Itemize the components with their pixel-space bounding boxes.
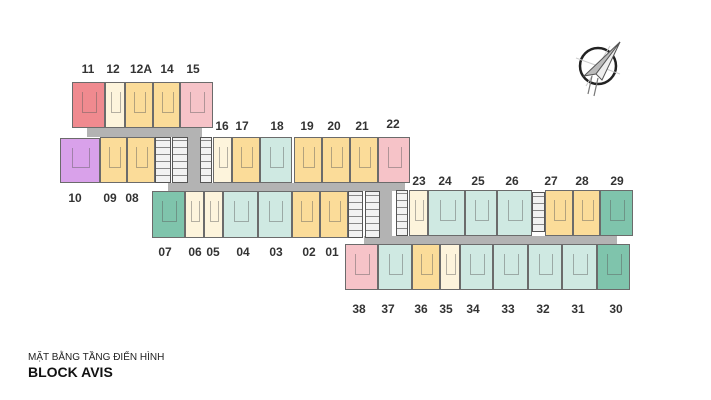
unit-label: 16 bbox=[215, 119, 229, 133]
unit-15[interactable] bbox=[180, 82, 213, 128]
unit-label: 02 bbox=[302, 245, 316, 259]
corridor bbox=[364, 236, 617, 244]
unit-label: 07 bbox=[158, 245, 172, 259]
unit-label: 35 bbox=[439, 302, 453, 316]
unit-21[interactable] bbox=[350, 137, 378, 183]
unit-label: 36 bbox=[414, 302, 428, 316]
unit-label: 30 bbox=[609, 302, 623, 316]
unit-29[interactable] bbox=[600, 190, 633, 236]
unit-label: 08 bbox=[125, 191, 139, 205]
unit-38[interactable] bbox=[345, 244, 378, 290]
unit-03[interactable] bbox=[258, 191, 292, 238]
elevator-stair-core bbox=[200, 137, 212, 183]
unit-label: 12A bbox=[129, 62, 153, 76]
elevator-stair-core bbox=[348, 191, 363, 238]
unit-02[interactable] bbox=[292, 191, 320, 238]
unit-label: 14 bbox=[160, 62, 174, 76]
unit-12[interactable] bbox=[105, 82, 125, 128]
unit-label: 34 bbox=[466, 302, 480, 316]
unit-label: 11 bbox=[81, 62, 95, 76]
elevator-stair-core bbox=[172, 137, 188, 183]
unit-label: 20 bbox=[327, 119, 341, 133]
unit-label: 03 bbox=[269, 245, 283, 259]
unit-05[interactable] bbox=[204, 191, 223, 238]
unit-04[interactable] bbox=[223, 191, 258, 238]
unit-14[interactable] bbox=[153, 82, 180, 128]
unit-label: 17 bbox=[235, 119, 249, 133]
unit-07[interactable] bbox=[152, 191, 185, 238]
unit-label: 27 bbox=[544, 174, 558, 188]
plan-subtitle: MẶT BẰNG TẦNG ĐIỂN HÌNH bbox=[28, 352, 165, 363]
corridor bbox=[168, 183, 405, 191]
elevator-stair-core bbox=[155, 137, 171, 183]
unit-label: 05 bbox=[206, 245, 220, 259]
unit-26[interactable] bbox=[497, 190, 532, 236]
block-title: BLOCK AVIS bbox=[28, 364, 113, 380]
unit-label: 10 bbox=[68, 191, 82, 205]
elevator-stair-core bbox=[532, 192, 545, 232]
unit-label: 15 bbox=[186, 62, 200, 76]
unit-label: 06 bbox=[188, 245, 202, 259]
unit-27[interactable] bbox=[545, 190, 573, 236]
unit-label: 22 bbox=[386, 117, 400, 131]
unit-label: 37 bbox=[381, 302, 395, 316]
unit-35[interactable] bbox=[440, 244, 460, 290]
unit-10[interactable] bbox=[60, 138, 100, 183]
unit-06[interactable] bbox=[185, 191, 204, 238]
unit-24[interactable] bbox=[428, 190, 465, 236]
unit-22[interactable] bbox=[378, 137, 410, 183]
unit-label: 38 bbox=[352, 302, 366, 316]
unit-30[interactable] bbox=[597, 244, 630, 290]
unit-34[interactable] bbox=[460, 244, 493, 290]
unit-label: 09 bbox=[103, 191, 117, 205]
unit-label: 31 bbox=[571, 302, 585, 316]
corridor bbox=[380, 183, 392, 245]
unit-label: 23 bbox=[412, 174, 426, 188]
unit-12A[interactable] bbox=[125, 82, 153, 128]
unit-label: 29 bbox=[610, 174, 624, 188]
unit-08[interactable] bbox=[127, 137, 155, 183]
unit-36[interactable] bbox=[412, 244, 440, 290]
unit-01[interactable] bbox=[320, 191, 348, 238]
unit-11[interactable] bbox=[72, 82, 105, 128]
unit-09[interactable] bbox=[100, 137, 127, 183]
unit-label: 33 bbox=[501, 302, 515, 316]
north-arrow-compass-icon bbox=[575, 41, 621, 97]
unit-28[interactable] bbox=[573, 190, 600, 236]
unit-label: 01 bbox=[325, 245, 339, 259]
unit-19[interactable] bbox=[294, 137, 322, 183]
unit-32[interactable] bbox=[528, 244, 562, 290]
unit-37[interactable] bbox=[378, 244, 412, 290]
elevator-stair-core bbox=[396, 190, 408, 236]
unit-label: 28 bbox=[575, 174, 589, 188]
unit-label: 32 bbox=[536, 302, 550, 316]
unit-label: 24 bbox=[438, 174, 452, 188]
unit-17[interactable] bbox=[232, 137, 260, 183]
unit-label: 25 bbox=[471, 174, 485, 188]
unit-33[interactable] bbox=[493, 244, 528, 290]
corridor bbox=[87, 128, 202, 137]
unit-23[interactable] bbox=[409, 190, 428, 236]
unit-20[interactable] bbox=[322, 137, 350, 183]
unit-label: 18 bbox=[270, 119, 284, 133]
unit-label: 12 bbox=[106, 62, 120, 76]
unit-31[interactable] bbox=[562, 244, 597, 290]
unit-16[interactable] bbox=[213, 137, 232, 183]
unit-label: 26 bbox=[505, 174, 519, 188]
unit-18[interactable] bbox=[260, 137, 292, 183]
unit-label: 19 bbox=[300, 119, 314, 133]
unit-label: 04 bbox=[236, 245, 250, 259]
elevator-stair-core bbox=[365, 191, 380, 238]
unit-25[interactable] bbox=[465, 190, 497, 236]
unit-label: 21 bbox=[355, 119, 369, 133]
corridor bbox=[188, 128, 200, 185]
